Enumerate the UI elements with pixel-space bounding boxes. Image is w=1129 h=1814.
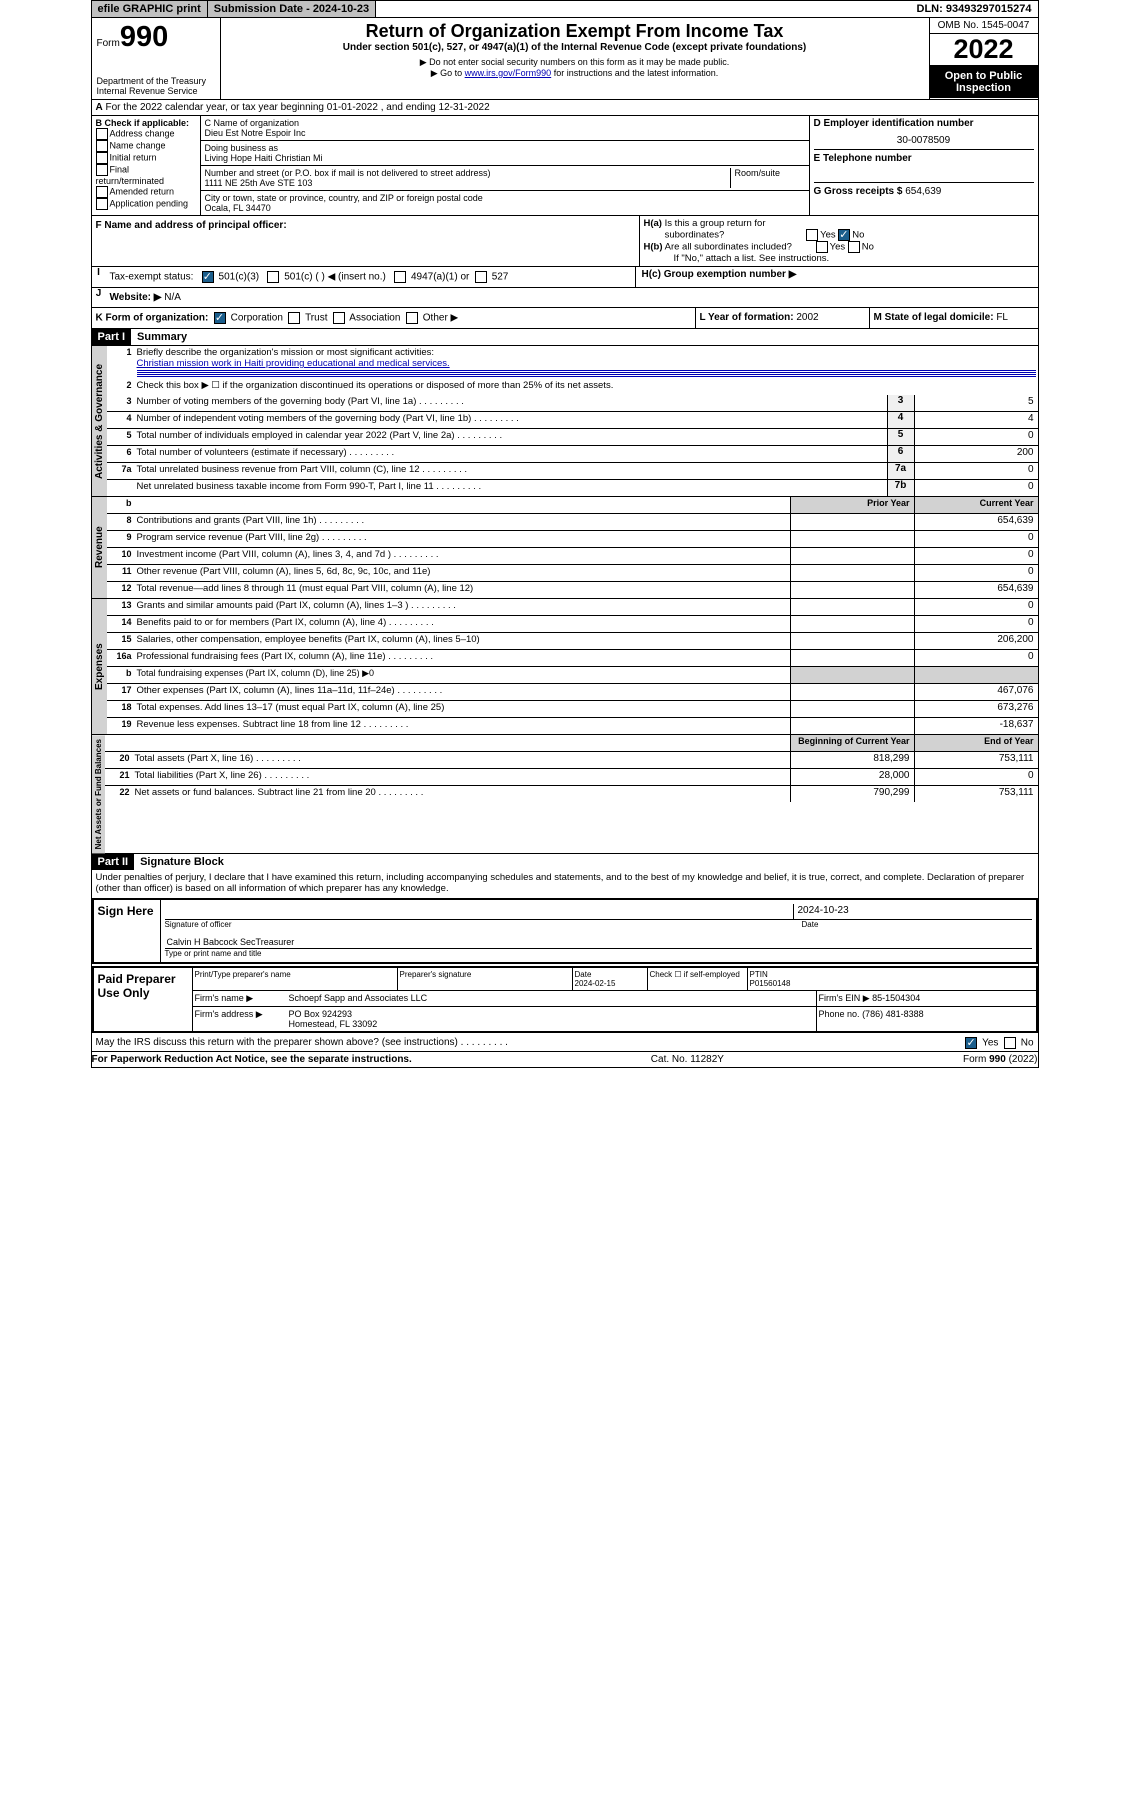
section-hc: H(c) Group exemption number ▶ bbox=[636, 267, 1038, 287]
part-i: Part ISummary bbox=[92, 329, 1038, 345]
sub1: Under section 501(c), 527, or 4947(a)(1)… bbox=[224, 42, 926, 53]
city: Ocala, FL 34470 bbox=[205, 203, 271, 213]
irs: Internal Revenue Service bbox=[97, 86, 215, 96]
form-of-org: K Form of organization: Corporation Trus… bbox=[92, 308, 696, 328]
org-name: Dieu Est Notre Espoir Inc bbox=[205, 128, 306, 138]
cb-pending[interactable] bbox=[96, 198, 108, 210]
section-d-e-g: D Employer identification number30-00785… bbox=[810, 116, 1038, 215]
section-c: C Name of organizationDieu Est Notre Esp… bbox=[201, 116, 810, 215]
form-title: Return of Organization Exempt From Incom… bbox=[224, 21, 926, 42]
domicile: M State of legal domicile: FL bbox=[870, 308, 1038, 328]
dln: DLN: 93493297015274 bbox=[911, 1, 1038, 17]
firm-addr: PO Box 924293 bbox=[289, 1009, 353, 1019]
ein: 30-0078509 bbox=[814, 135, 1034, 146]
activities-governance: Activities & Governance 1Briefly describ… bbox=[92, 345, 1038, 496]
form-word: Form bbox=[97, 38, 120, 49]
mission[interactable]: Christian mission work in Haiti providin… bbox=[137, 358, 450, 369]
cb-name[interactable] bbox=[96, 140, 108, 152]
revenue-block: Revenue bPrior YearCurrent Year 8Contrib… bbox=[92, 496, 1038, 598]
officer-name: Calvin H Babcock SecTreasurer bbox=[165, 929, 1032, 949]
firm-ein: 85-1504304 bbox=[872, 993, 920, 1003]
discuss-no[interactable] bbox=[1004, 1037, 1016, 1049]
form-990-page: efile GRAPHIC print Submission Date - 20… bbox=[91, 0, 1039, 1068]
open-public: Open to Public Inspection bbox=[930, 66, 1038, 98]
section-h: H(a) Is this a group return for subordin… bbox=[640, 216, 1038, 266]
gross-receipts: 654,639 bbox=[905, 186, 941, 197]
dba: Living Hope Haiti Christian Mi bbox=[205, 153, 323, 163]
page-footer: For Paperwork Reduction Act Notice, see … bbox=[92, 1051, 1038, 1067]
irs-link[interactable]: www.irs.gov/Form990 bbox=[465, 68, 552, 78]
website: Website: ▶ N/A bbox=[106, 288, 1038, 307]
cb-amended[interactable] bbox=[96, 186, 108, 198]
section-a: A For the 2022 calendar year, or tax yea… bbox=[92, 99, 1038, 115]
omb: OMB No. 1545-0047 bbox=[930, 18, 1038, 34]
discuss-yes[interactable] bbox=[965, 1037, 977, 1049]
cb-initial[interactable] bbox=[96, 152, 108, 164]
ha-no[interactable] bbox=[838, 229, 850, 241]
submission-date: Submission Date - 2024-10-23 bbox=[208, 1, 376, 17]
top-bar: efile GRAPHIC print Submission Date - 20… bbox=[92, 1, 1038, 18]
prep-date: 2024-02-15 bbox=[575, 979, 616, 988]
section-b: B Check if applicable: Address change Na… bbox=[92, 116, 201, 215]
expenses-block: Expenses 13Grants and similar amounts pa… bbox=[92, 598, 1038, 734]
dept: Department of the Treasury bbox=[97, 76, 215, 86]
irs-discuss: May the IRS discuss this return with the… bbox=[92, 1035, 1038, 1051]
cb-address[interactable] bbox=[96, 128, 108, 140]
part-ii: Part IISignature Block bbox=[92, 853, 1038, 870]
net-assets-block: Net Assets or Fund Balances Beginning of… bbox=[92, 734, 1038, 853]
efile-btn[interactable]: efile GRAPHIC print bbox=[92, 1, 208, 17]
tax-exempt: Tax-exempt status: 501(c)(3) 501(c) ( ) … bbox=[106, 267, 636, 287]
sub2: ▶ Do not enter social security numbers o… bbox=[224, 57, 926, 68]
cb-corp[interactable] bbox=[214, 312, 226, 324]
form-header: Form990 Department of the Treasury Inter… bbox=[92, 18, 1038, 99]
firm-name: Schoepf Sapp and Associates LLC bbox=[287, 991, 817, 1006]
tax-year: 2022 bbox=[930, 34, 1038, 66]
cb-final[interactable] bbox=[96, 164, 108, 176]
ptin: P01560148 bbox=[750, 979, 791, 988]
declaration: Under penalties of perjury, I declare th… bbox=[92, 870, 1038, 896]
paid-preparer: Paid Preparer Use Only Print/Type prepar… bbox=[92, 966, 1038, 1033]
address: 1111 NE 25th Ave STE 103 bbox=[205, 178, 313, 188]
sign-date: 2024-10-23 bbox=[798, 905, 849, 916]
cb-501c3[interactable] bbox=[202, 271, 214, 283]
form-number: 990 bbox=[120, 21, 168, 53]
firm-phone: (786) 481-8388 bbox=[862, 1009, 924, 1019]
year-formation: L Year of formation: 2002 bbox=[696, 308, 870, 328]
sign-here: Sign Here 2024-10-23 Signature of office… bbox=[92, 898, 1038, 964]
section-f: F Name and address of principal officer: bbox=[92, 216, 640, 266]
